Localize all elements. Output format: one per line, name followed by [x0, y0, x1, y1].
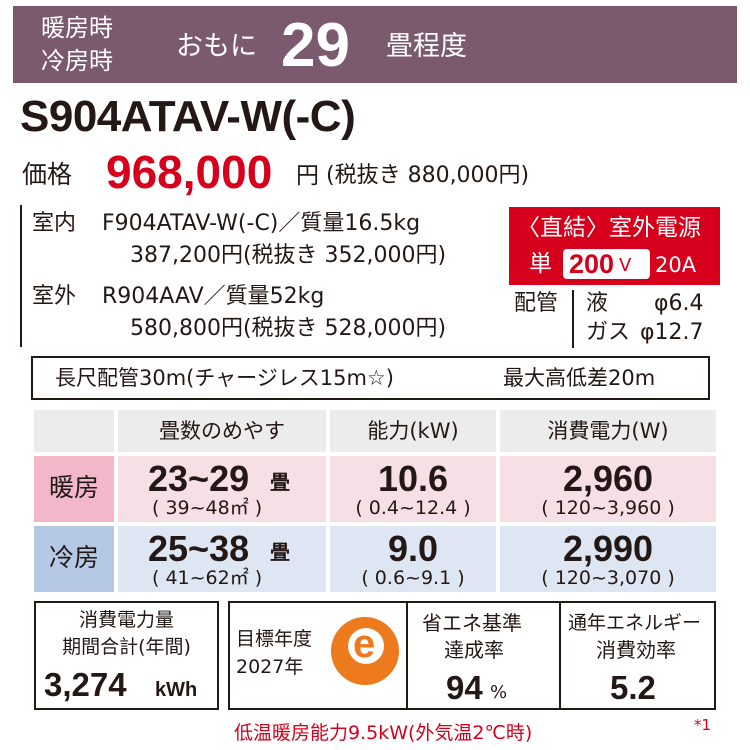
- unit-spec-block: [20, 205, 502, 347]
- cooling-time-label: 冷房時: [41, 47, 113, 75]
- cooling-row-label: 冷房: [34, 526, 114, 592]
- cooling-capacity-range: ( 0.6~9.1 ): [361, 567, 465, 589]
- price-unit: 円: [296, 163, 319, 189]
- cooling-power-range: ( 120~3,070 ): [541, 567, 675, 589]
- table-header-power: 消費電力(W): [500, 410, 716, 452]
- gas-label: ガス: [586, 320, 631, 345]
- price-label: 価格: [22, 160, 73, 189]
- achievement-unit: %: [490, 682, 508, 703]
- cooling-capacity-value: 9.0: [387, 528, 439, 569]
- direct-outdoor-power-label: 〈直結〉室外電源: [517, 215, 701, 241]
- liquid-diameter: φ6.4: [654, 291, 704, 316]
- table-header-capacity: 能力(kW): [330, 410, 496, 452]
- outdoor-model-weight: R904AAV／質量52kg: [102, 284, 325, 309]
- voltage-unit: V: [619, 255, 632, 276]
- power-supply-badge: 〈直結〉室外電源 単 200 V 20A: [509, 207, 720, 285]
- apf-value: 5.2: [610, 669, 656, 706]
- rating-divider-2: [559, 603, 561, 708]
- heating-tatami-cell: 23~29 畳 ( 39~48㎡ ): [118, 456, 326, 522]
- voltage-value: 200: [569, 249, 615, 279]
- outdoor-label: 室外: [32, 284, 77, 309]
- cooling-capacity-cell: 9.0 ( 0.6~9.1 ): [330, 526, 496, 592]
- apf-line2: 消費効率: [596, 638, 676, 662]
- table-header-tatami: 畳数のめやす: [118, 410, 326, 452]
- heating-capacity-range: ( 0.4~12.4 ): [355, 497, 471, 519]
- rating-divider-1: [406, 603, 408, 708]
- piping-divider: [572, 290, 574, 348]
- indoor-label: 室内: [32, 211, 77, 236]
- annual-line1: 消費電力量: [78, 609, 174, 631]
- achievement-value: 94: [446, 669, 483, 706]
- target-year-value: 2027年: [236, 656, 304, 678]
- piping-label: 配管: [514, 291, 559, 316]
- heating-tatami-value: 23~29: [148, 458, 250, 499]
- price-tax-excluded: (税抜き 880,000円): [326, 163, 530, 188]
- annual-value: 3,274: [44, 666, 127, 703]
- table-corner: [34, 410, 114, 452]
- heating-power-value: 2,960: [562, 458, 654, 499]
- single-phase-label: 単: [529, 251, 552, 277]
- achievement-line1: 省エネ基準: [422, 611, 522, 635]
- outdoor-price: 580,800円(税抜き 528,000円): [130, 316, 447, 341]
- heating-power-range: ( 120~3,960 ): [541, 497, 675, 519]
- energy-saving-e-mark-icon: e: [331, 617, 399, 685]
- gas-diameter: φ12.7: [640, 320, 704, 345]
- energy-rating-group: [228, 601, 716, 710]
- mainly-label: おもに: [176, 31, 257, 62]
- annual-unit: kWh: [155, 679, 198, 701]
- price-value: 968,000: [106, 146, 273, 198]
- capacity-banner: 暖房時 冷房時 おもに 29 畳程度: [13, 6, 737, 83]
- cooling-area: ( 41~62㎡ ): [152, 567, 263, 589]
- annual-consumption-box: 消費電力量 期間合計(年間) 3,274 kWh: [34, 601, 219, 710]
- target-year-label: 目標年度: [236, 628, 313, 650]
- cooling-power-value: 2,990: [562, 528, 654, 569]
- ampere-value: 20A: [655, 253, 697, 277]
- heating-capacity-cell: 10.6 ( 0.4~12.4 ): [330, 456, 496, 522]
- achievement-line2: 達成率: [444, 638, 504, 662]
- tatami-count: 29: [281, 11, 350, 80]
- max-height-difference: 最大高低差20m: [503, 366, 656, 390]
- indoor-price: 387,200円(税抜き 352,000円): [130, 243, 447, 268]
- heating-time-label: 暖房時: [41, 14, 113, 42]
- heating-area: ( 39~48㎡ ): [152, 497, 263, 519]
- cooling-tatami-cell: 25~38 畳 ( 41~62㎡ ): [118, 526, 326, 592]
- long-piping-box: 長尺配管30m(チャージレス15m☆) 最大高低差20m: [31, 356, 710, 400]
- heating-capacity-value: 10.6: [377, 458, 449, 499]
- indoor-model-weight: F904ATAV-W(-C)／質量16.5kg: [102, 211, 421, 236]
- heating-row-label: 暖房: [34, 456, 114, 522]
- voltage-box: 200 V: [563, 249, 650, 279]
- low-temp-heating-note: 低温暖房能力9.5kW(外気温2℃時): [234, 722, 533, 744]
- liquid-label: 液: [586, 291, 609, 316]
- heating-power-cell: 2,960 ( 120~3,960 ): [500, 456, 716, 522]
- apf-line1: 通年エネルギー: [568, 612, 702, 634]
- annual-line2: 期間合計(年間): [62, 636, 191, 658]
- long-piping-text: 長尺配管30m(チャージレス15m☆): [55, 366, 394, 390]
- tatami-unit: 畳程度: [386, 31, 467, 62]
- cooling-tatami-unit: 畳: [270, 540, 290, 564]
- model-number: S904ATAV-W(-C): [20, 92, 356, 141]
- cooling-power-cell: 2,990 ( 120~3,070 ): [500, 526, 716, 592]
- cooling-tatami-value: 25~38: [148, 528, 250, 569]
- heating-tatami-unit: 畳: [270, 470, 290, 494]
- footnote-mark: *1: [694, 716, 712, 734]
